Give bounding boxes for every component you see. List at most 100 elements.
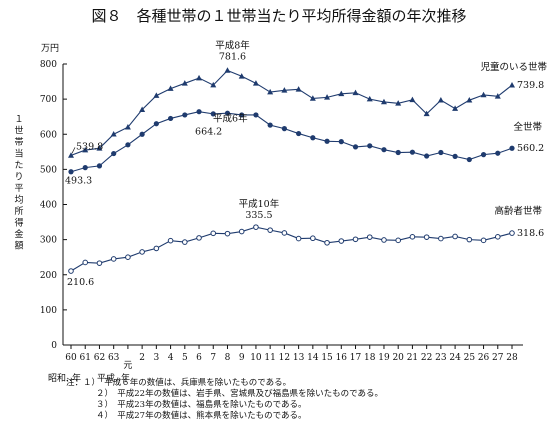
x-tick-label: 5 <box>182 353 188 363</box>
annotation-label: 318.6 <box>517 228 544 239</box>
x-tick-label: 63 <box>108 353 120 363</box>
data-point <box>480 237 487 244</box>
data-point <box>495 150 501 156</box>
axes <box>62 64 523 346</box>
data-point <box>252 80 259 86</box>
data-point <box>494 93 501 99</box>
x-tick-label: 26 <box>478 353 490 363</box>
data-point <box>494 234 501 240</box>
chart-title: 図８ 各種世帯の１世帯当たり平均所得金額の年次推移 <box>91 7 466 25</box>
x-tick-label: 27 <box>492 353 504 363</box>
series-1 <box>68 109 515 175</box>
data-point <box>466 236 473 243</box>
data-point <box>210 111 216 117</box>
data-point <box>167 237 174 244</box>
data-point <box>409 234 416 240</box>
data-point <box>68 268 74 274</box>
data-point <box>409 96 416 103</box>
data-point <box>125 142 131 148</box>
y-tick-label: 500 <box>40 165 57 175</box>
annotation-label: 664.2 <box>195 127 222 138</box>
y-axis-label-text: １世帯当たり平均所得金額 <box>14 115 23 252</box>
data-point <box>196 74 203 81</box>
data-point <box>367 143 373 149</box>
data-point <box>338 90 345 97</box>
x-tick-label: 4 <box>168 353 174 363</box>
x-tick-label: 元 <box>123 361 132 371</box>
data-point <box>281 126 287 132</box>
x-tick-label: 16 <box>336 353 348 363</box>
x-axis-label-heisei: 平成‥年 <box>97 372 130 384</box>
data-point <box>509 81 515 88</box>
footnote: 注：１） 平成６年の数値は、兵庫県を除いたものである。 <box>66 377 291 388</box>
x-tick-label: 3 <box>153 353 159 363</box>
data-point <box>409 149 416 155</box>
x-tick-label: 18 <box>364 353 376 363</box>
x-tick-label: 7 <box>210 353 216 363</box>
data-point <box>96 145 103 151</box>
data-point <box>352 236 359 243</box>
data-point <box>324 239 330 246</box>
data-point <box>466 156 472 163</box>
data-point <box>239 112 245 118</box>
x-tick-label: 24 <box>449 353 461 363</box>
data-point <box>309 95 316 101</box>
data-point <box>124 124 131 130</box>
data-point <box>68 152 74 158</box>
x-tick-label: 13 <box>293 353 305 363</box>
x-tick-label: 28 <box>506 353 518 363</box>
data-point <box>480 91 487 98</box>
data-point <box>324 94 331 100</box>
series-group <box>68 67 515 274</box>
x-tick-label: 6 <box>196 353 202 363</box>
data-point <box>153 121 159 127</box>
footnote: ４） 平成27年の数値は、熊本県を除いたものである。 <box>96 410 306 421</box>
data-point <box>452 153 458 159</box>
data-point <box>68 169 74 175</box>
data-point <box>281 230 288 236</box>
y-tick-label: 300 <box>40 236 57 246</box>
data-point <box>82 146 89 153</box>
annotation-label: 335.5 <box>245 210 272 221</box>
data-point <box>380 98 387 105</box>
data-point <box>125 254 131 260</box>
data-point <box>210 230 217 237</box>
data-point <box>110 131 117 137</box>
data-point <box>224 110 231 116</box>
data-point <box>82 165 88 171</box>
x-tick-label: 21 <box>407 353 418 363</box>
data-point <box>509 230 515 236</box>
y-tick-label: 600 <box>40 130 57 140</box>
y-tick-label: 100 <box>40 306 57 316</box>
data-point <box>324 138 330 144</box>
data-point <box>96 163 103 169</box>
data-point <box>267 227 273 233</box>
data-point <box>310 235 316 242</box>
annotation-leader <box>71 147 76 154</box>
series-line <box>70 69 513 156</box>
x-tick-label: 14 <box>307 353 319 363</box>
footnote: ２） 平成22年の数値は、岩手県、宮城県及び福島県を除いたものである。 <box>96 388 383 399</box>
data-point <box>153 245 160 252</box>
footnotes: 注：１） 平成６年の数値は、兵庫県を除いたものである。２） 平成22年の数値は、… <box>66 377 383 421</box>
series-0 <box>68 67 515 158</box>
data-point <box>253 112 259 118</box>
data-point <box>153 92 160 98</box>
data-point <box>509 145 515 151</box>
data-point <box>366 234 373 240</box>
annotation-label: 全世帯 <box>513 121 542 133</box>
annotation-label: 210.6 <box>67 277 94 288</box>
data-point <box>296 130 302 137</box>
data-point <box>224 230 231 237</box>
data-point <box>338 139 344 145</box>
data-point <box>167 115 174 122</box>
data-point <box>480 152 487 158</box>
x-tick-label: 2 <box>139 353 145 363</box>
data-point <box>424 153 430 159</box>
y-tick-label: 400 <box>40 201 57 211</box>
x-tick-label: 61 <box>79 353 90 363</box>
data-point <box>139 106 146 112</box>
annotation-label: 539.8 <box>76 141 103 152</box>
